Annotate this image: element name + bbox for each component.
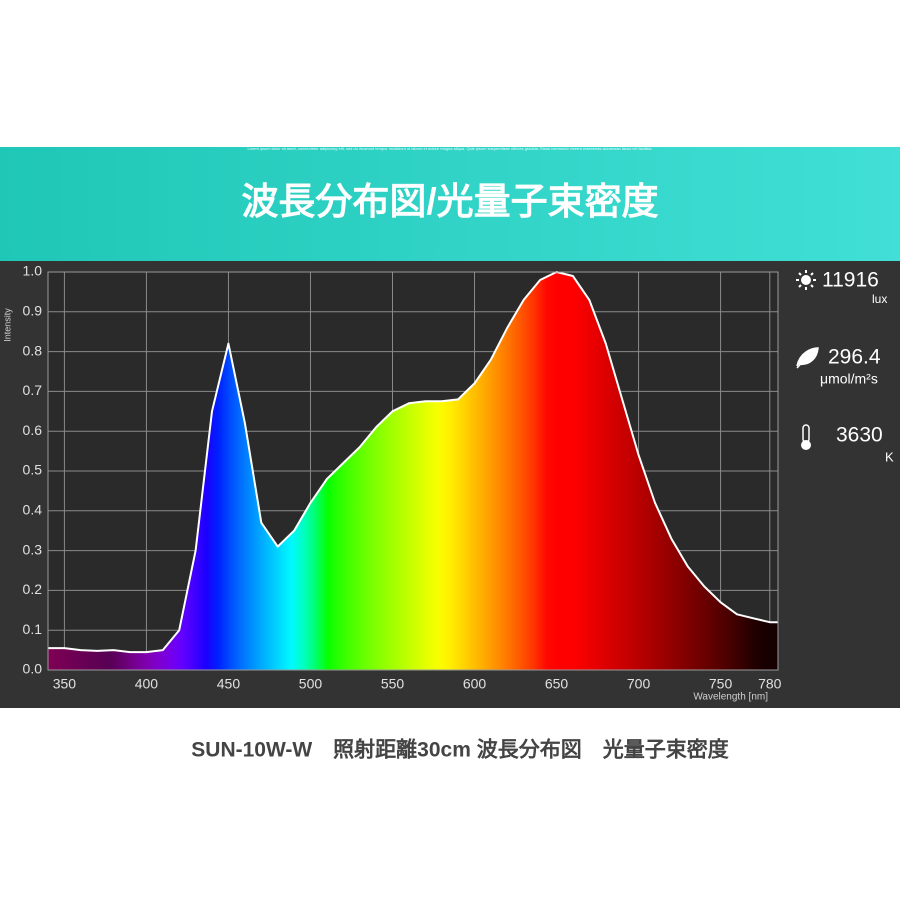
y-tick-label: 0.9 (23, 303, 43, 319)
banner-title: 波長分布図/光量子束密度 (241, 181, 658, 222)
x-tick-label: 600 (463, 676, 487, 692)
sun-icon (796, 270, 816, 290)
x-tick-label: 650 (545, 676, 569, 692)
metric-unit: lux (872, 292, 887, 306)
ticks: 0.0 0.1 0.2 0.3 0.4 0.5 0.6 0.7 0.8 0.9 1.0 350 400 4… (23, 263, 782, 692)
metric-value: 3630 (836, 424, 883, 447)
y-tick-label: 0.6 (23, 422, 43, 438)
x-tick-label: 400 (135, 676, 159, 692)
plot-frame (47, 271, 779, 671)
banner (0, 147, 900, 261)
fine-print: Lorem ipsum dolor sit amet, consectetur … (247, 146, 652, 151)
leaf-icon (796, 347, 819, 369)
x-tick-label: 350 (53, 676, 77, 692)
metric-unit: K (885, 449, 894, 464)
y-axis-label: Intensity (2, 308, 12, 342)
x-tick-label: 500 (299, 676, 323, 692)
y-tick-label: 1.0 (23, 263, 43, 279)
metric-value: 11916 (822, 269, 879, 292)
y-tick-label: 0.7 (23, 382, 43, 398)
metric-unit: μmol/m²s (820, 371, 878, 387)
x-tick-label: 450 (217, 676, 241, 692)
y-tick-label: 0.3 (23, 541, 43, 557)
y-tick-label: 0.5 (23, 462, 43, 478)
y-tick-label: 0.2 (23, 581, 43, 597)
x-tick-label: 700 (627, 676, 651, 692)
spectrum-line (48, 271, 778, 654)
caption: SUN-10W-W 照射距離30cm 波長分布図 光量子束密度 (191, 738, 728, 762)
plot (48, 271, 778, 670)
y-tick-label: 0.1 (23, 621, 43, 637)
spectrum-area (48, 272, 778, 670)
x-tick-label: 550 (381, 676, 405, 692)
y-tick-label: 0.8 (23, 342, 43, 358)
metric-value: 296.4 (828, 346, 881, 369)
x-tick-label: 780 (758, 676, 782, 692)
thermometer-icon (801, 424, 811, 450)
x-tick-label: 750 (709, 676, 733, 692)
x-axis-label: Wavelength [nm] (693, 692, 768, 703)
y-tick-label: 0.0 (23, 661, 43, 677)
y-tick-label: 0.4 (23, 502, 43, 518)
